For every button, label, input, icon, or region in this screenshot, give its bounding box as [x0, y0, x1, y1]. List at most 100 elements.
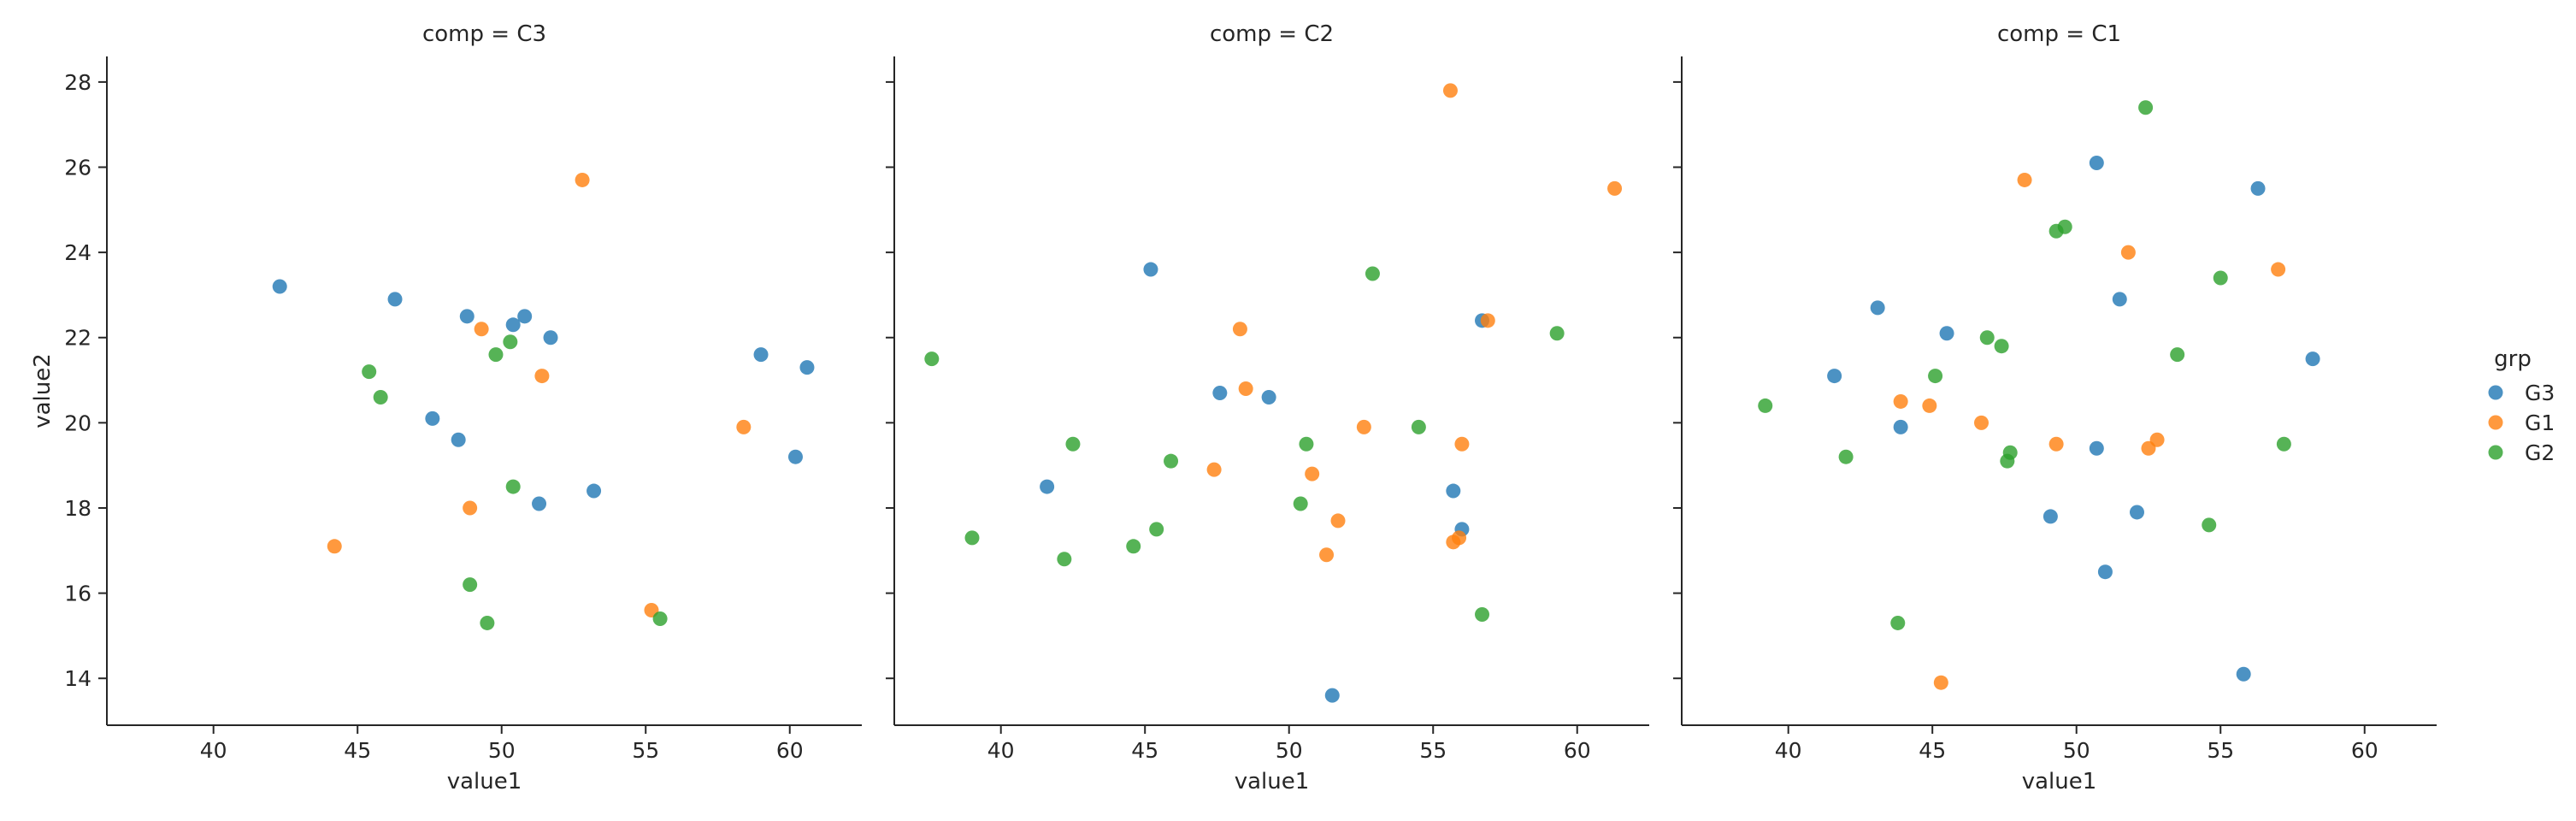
panel-2-point-g3 [1143, 262, 1158, 277]
panel-3-point-g3 [2097, 564, 2113, 580]
panel-1-point-g2 [652, 611, 668, 626]
panel-1-series-g3 [272, 279, 815, 511]
panel-2-point-g1 [1356, 419, 1371, 434]
panel-2: 40 45 50 55 60 comp = C2 value1 [886, 21, 1649, 794]
legend-marker-g1 [2488, 415, 2503, 430]
panel-3-point-g3 [1893, 419, 1908, 434]
panel-3-point-g1 [1893, 393, 1908, 409]
panel-1-y-tick-label: 18 [64, 496, 91, 521]
panel-3-point-g3 [2236, 666, 2251, 682]
panel-2-series-g2 [924, 266, 1565, 622]
panel-1-point-g3 [272, 279, 287, 294]
panel-2-point-g2 [1549, 326, 1565, 341]
panel-1-point-g2 [488, 347, 504, 363]
panel-2-point-g3 [1040, 479, 1055, 494]
panel-2-x-tick-label: 60 [1564, 738, 1591, 763]
panel-2-point-g1 [1330, 513, 1346, 529]
panel-2-point-g1 [1319, 547, 1335, 563]
panel-3-x-tick-label: 40 [1775, 738, 1802, 763]
panel-1-y-tick-label: 24 [64, 240, 91, 265]
panel-3-point-g2 [1928, 369, 1943, 384]
panel-3: 40 45 50 55 60 comp = C1 value1 [1673, 21, 2437, 794]
panel-2-point-g1 [1480, 313, 1495, 328]
panel-3-point-g3 [1827, 369, 1842, 384]
panel-3-point-g2 [2170, 347, 2185, 363]
panel-3-point-g3 [1939, 326, 1954, 341]
panel-3-x-tick-label: 45 [1919, 738, 1946, 763]
panel-1-x-tick-label: 40 [200, 738, 227, 763]
panel-3-point-g1 [1933, 675, 1948, 690]
panel-1-y-tick-label: 22 [64, 326, 91, 351]
panel-2-point-g2 [1065, 436, 1081, 452]
panel-3-point-g3 [2089, 440, 2104, 456]
panel-3-point-g2 [1994, 339, 2009, 354]
panel-2-point-g2 [1293, 496, 1308, 511]
panel-1-x-tick-label: 45 [344, 738, 371, 763]
panel-2-point-g2 [924, 351, 940, 367]
panel-2-point-g2 [1057, 552, 1072, 567]
panel-1-point-g3 [387, 292, 403, 307]
panel-3-x-tick-label: 60 [2351, 738, 2379, 763]
panel-3-point-g1 [2017, 172, 2032, 187]
panel-3-point-g2 [2002, 445, 2018, 460]
panel-1-series-g2 [362, 334, 668, 630]
panel-2-point-g1 [1452, 530, 1467, 546]
panel-1-x-tick-label: 60 [776, 738, 804, 763]
legend-marker-g3 [2488, 385, 2503, 400]
panel-1-y-tick-label: 26 [64, 156, 91, 180]
panel-1-point-g1 [575, 172, 590, 187]
panel-1-point-g1 [474, 322, 489, 337]
legend-item-g1: G1 [2488, 410, 2555, 435]
legend-marker-g2 [2488, 445, 2503, 460]
legend-label-g2: G2 [2525, 440, 2555, 465]
legend: grp G3 G1 G2 [2488, 346, 2555, 465]
panel-1-point-g2 [373, 389, 388, 405]
panel-1-point-g3 [517, 309, 533, 324]
panel-2-x-tick-label: 55 [1419, 738, 1447, 763]
panel-1-x-tick-label: 50 [488, 738, 516, 763]
panel-2-point-g1 [1454, 436, 1470, 452]
legend-title: grp [2494, 346, 2532, 372]
panel-3-point-g2 [2202, 517, 2217, 533]
panel-1-point-g3 [787, 449, 803, 464]
panels-layer: 40 45 50 55 60 14 16 18 20 22 24 26 28 comp = C3 value… [30, 21, 2437, 794]
panel-2-x-tick-label: 40 [987, 738, 1015, 763]
panel-1-point-g2 [362, 364, 377, 380]
panel-3-point-g1 [2271, 262, 2286, 277]
panel-2-point-g1 [1238, 381, 1253, 397]
panel-1-point-g3 [799, 360, 815, 375]
panel-2-title: comp = C2 [1210, 21, 1334, 47]
panel-3-point-g1 [1922, 398, 1937, 413]
panel-1-point-g1 [736, 419, 752, 434]
panel-3-x-tick-label: 55 [2207, 738, 2234, 763]
panel-1-point-g2 [505, 479, 521, 494]
panel-1-point-g3 [543, 330, 558, 346]
panel-3-point-g2 [1890, 615, 1906, 630]
legend-label-g3: G3 [2525, 381, 2555, 405]
panel-3-point-g3 [2112, 292, 2127, 307]
panel-2-series-g3 [1040, 262, 1490, 703]
panel-1-point-g3 [425, 410, 440, 426]
panel-1: 40 45 50 55 60 14 16 18 20 22 24 26 28 comp = C3 value… [30, 21, 862, 794]
panel-3-point-g1 [2149, 432, 2165, 447]
panel-1-point-g3 [532, 496, 547, 511]
panel-2-point-g2 [964, 530, 980, 546]
panel-1-title: comp = C3 [422, 21, 546, 47]
panel-1-point-g1 [327, 539, 342, 554]
panel-3-point-g1 [2120, 245, 2136, 260]
panel-2-x-tick-label: 45 [1131, 738, 1158, 763]
panel-3-point-g3 [2043, 509, 2058, 524]
panel-2-x-axis-label: value1 [1235, 769, 1310, 794]
panel-1-series-g1 [327, 172, 752, 618]
panel-1-y-tick-label: 28 [64, 70, 91, 95]
panel-3-point-g2 [1838, 449, 1854, 464]
panel-3-point-g1 [1974, 415, 1989, 430]
panel-3-point-g2 [2276, 436, 2291, 452]
panel-3-point-g3 [2305, 351, 2320, 367]
panel-1-x-tick-label: 55 [632, 738, 659, 763]
panel-3-point-g3 [2129, 505, 2144, 520]
panel-3-point-g1 [2048, 436, 2064, 452]
panel-1-point-g3 [753, 347, 769, 363]
panel-1-point-g3 [451, 432, 466, 447]
